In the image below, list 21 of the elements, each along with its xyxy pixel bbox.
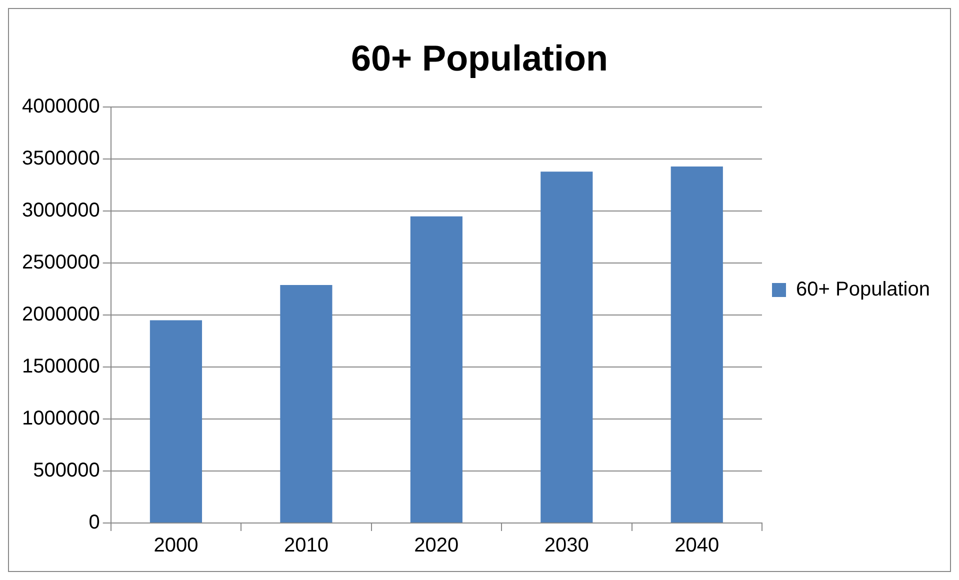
x-tick-label: 2000 <box>154 534 198 557</box>
y-tick-label: 1000000 <box>22 408 100 430</box>
y-tick-label: 0 <box>88 512 100 534</box>
y-tick-label: 3500000 <box>22 148 100 170</box>
x-tick-label: 2010 <box>284 534 328 557</box>
y-tick-label: 1500000 <box>22 356 100 378</box>
bar <box>150 320 202 522</box>
x-tick-label: 2030 <box>544 534 589 557</box>
y-tick-label: 4000000 <box>22 96 100 118</box>
bar <box>540 172 593 522</box>
bar <box>280 284 332 522</box>
bar <box>410 216 462 522</box>
y-tick-label: 2500000 <box>22 252 100 274</box>
x-tick-label: 2020 <box>414 534 459 557</box>
y-tick-label: 3000000 <box>22 200 100 222</box>
x-tick-label: 2040 <box>674 534 720 557</box>
y-tick-label: 2000000 <box>22 304 100 326</box>
y-tick-label: 500000 <box>33 460 100 482</box>
chart-title: 60+ Population <box>350 38 608 79</box>
legend-label: 60+ Population <box>796 278 930 301</box>
bar <box>670 166 723 522</box>
